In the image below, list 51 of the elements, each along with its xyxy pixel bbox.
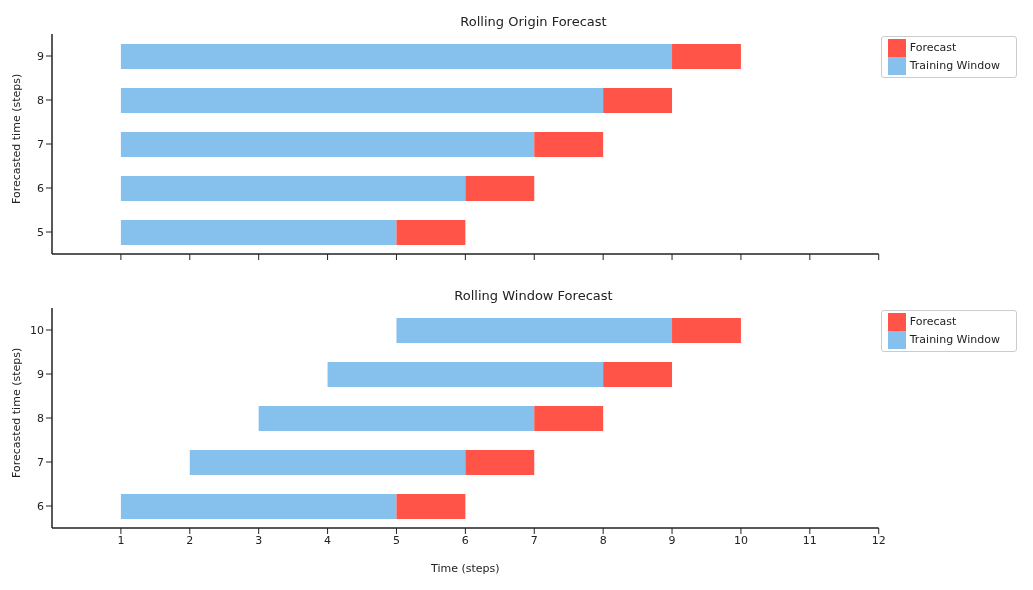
bar xyxy=(396,318,673,343)
x-tick-label: 4 xyxy=(324,533,332,547)
y-tick-label: 7 xyxy=(37,455,44,469)
x-tick-label: 3 xyxy=(255,533,263,547)
bar xyxy=(465,176,535,201)
x-tick-label: 10 xyxy=(733,533,748,547)
bar xyxy=(672,318,741,343)
bar xyxy=(120,176,466,201)
bar xyxy=(258,406,535,431)
x-tick-label: 5 xyxy=(392,533,400,547)
x-tick-label: 11 xyxy=(802,533,817,547)
y-tick-label: 10 xyxy=(30,323,44,337)
chart-title: Rolling Origin Forecast xyxy=(459,14,608,29)
y-tick-label: 9 xyxy=(37,367,44,381)
y-tick-label: 7 xyxy=(37,137,44,151)
bar xyxy=(603,88,673,113)
x-tick-label: 12 xyxy=(871,533,886,547)
bar xyxy=(534,132,604,157)
bar xyxy=(534,406,604,431)
bar xyxy=(396,220,466,245)
y-tick-label: 8 xyxy=(37,411,44,425)
bar xyxy=(120,132,535,157)
bar xyxy=(396,494,466,519)
bar xyxy=(327,362,604,387)
legend-label: Training Window xyxy=(909,333,1000,346)
chart-title: Rolling Window Forecast xyxy=(453,288,614,303)
bar xyxy=(120,44,673,69)
x-tick-label: 2 xyxy=(186,533,194,547)
bar xyxy=(120,494,397,519)
bar xyxy=(189,450,466,475)
x-tick-label: 6 xyxy=(461,533,469,547)
y-axis-title: Forecasted time (steps) xyxy=(9,73,23,204)
x-tick-label: 8 xyxy=(599,533,607,547)
x-axis-title: Time (steps) xyxy=(430,562,500,575)
y-tick-label: 9 xyxy=(37,49,44,63)
bar xyxy=(672,44,741,69)
legend-label: Forecast xyxy=(909,41,957,54)
bar xyxy=(465,450,535,475)
x-tick-label: 9 xyxy=(668,533,676,547)
legend-label: Training Window xyxy=(909,59,1000,72)
x-tick-label: 7 xyxy=(530,533,538,547)
bar xyxy=(603,362,673,387)
y-axis-title: Forecasted time (steps) xyxy=(9,347,23,478)
y-tick-label: 8 xyxy=(37,93,44,107)
y-tick-label: 6 xyxy=(37,499,44,513)
y-tick-label: 5 xyxy=(37,225,44,239)
x-tick-label: 1 xyxy=(117,533,125,547)
legend-label: Forecast xyxy=(909,315,957,328)
bar xyxy=(120,88,604,113)
bar xyxy=(120,220,397,245)
y-tick-label: 6 xyxy=(37,181,44,195)
